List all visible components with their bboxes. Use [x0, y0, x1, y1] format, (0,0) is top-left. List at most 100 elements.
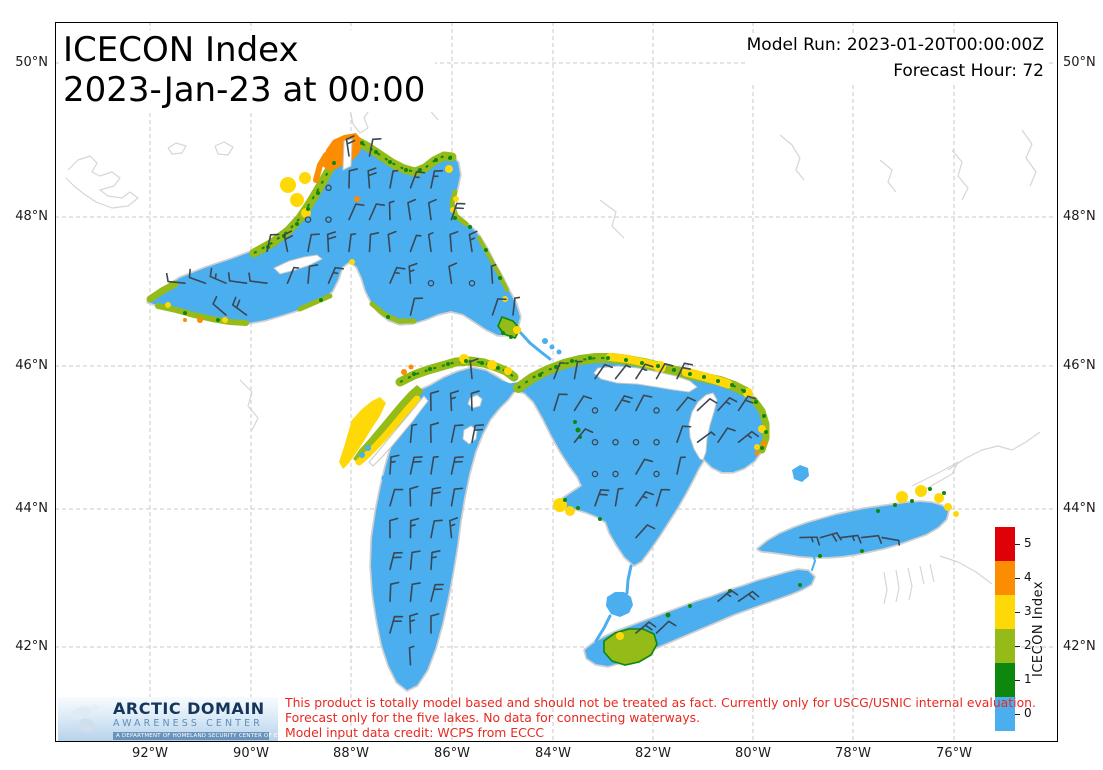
lat-tick-label: 48°N	[15, 209, 48, 224]
ice-speck-green	[484, 248, 488, 252]
wind-barb	[799, 536, 821, 546]
ice-speck-green	[928, 487, 932, 491]
wind-barb	[655, 488, 671, 507]
coastline-detail	[947, 431, 1041, 471]
ice-speck-yellow	[553, 498, 567, 512]
lat-tick-label: 44°N	[15, 501, 48, 516]
ice-speck-green	[893, 503, 897, 507]
ice-speck-green	[418, 168, 422, 172]
lat-tick-label: 50°N	[15, 55, 48, 70]
icecon-colorbar: 5 4 3 2 1 0	[995, 527, 1032, 731]
lon-tick-label: 84°W	[535, 746, 571, 761]
wind-barb	[655, 362, 674, 380]
coastline-detail	[911, 461, 959, 491]
wind-barb	[367, 167, 377, 189]
wind-barb	[388, 200, 395, 221]
coastline-detail	[239, 379, 259, 431]
ice-speck-green	[688, 372, 692, 376]
wind-barb	[409, 485, 419, 507]
wind-barb	[490, 263, 497, 284]
wind-barb	[231, 296, 248, 316]
ice-speck-green	[640, 361, 644, 365]
water-speck	[542, 338, 548, 344]
lake-michigan	[371, 368, 514, 690]
wind-barb	[450, 202, 466, 221]
wind-barb	[696, 431, 716, 443]
coastline-detail	[919, 565, 925, 585]
wind-barb	[427, 232, 434, 253]
ice-speck-yellow	[934, 493, 944, 503]
ice-speck-green	[538, 373, 542, 377]
wind-barb	[326, 231, 337, 253]
calm-wind-circle	[304, 216, 312, 223]
lon-tick-label: 76°W	[936, 746, 972, 761]
ice-speck-green	[860, 549, 864, 553]
wind-barb	[409, 171, 426, 189]
river-channel	[517, 329, 552, 361]
green-bay-ice	[353, 385, 424, 463]
colorbar-tick	[1015, 611, 1020, 613]
calm-wind-circle	[591, 438, 599, 446]
ice-speck-green	[306, 207, 310, 211]
ice-speck-yellow	[349, 259, 355, 265]
wind-barb	[676, 425, 692, 443]
disclaimer-line-2: Forecast only for the five lakes. No dat…	[285, 709, 701, 725]
wind-barb	[573, 360, 583, 380]
wind-barb	[573, 428, 594, 443]
wind-barb	[307, 233, 320, 253]
lon-tick-label: 86°W	[434, 746, 470, 761]
globe-icon	[65, 699, 105, 739]
ice-speck-green	[388, 160, 392, 164]
wind-barb	[409, 517, 420, 539]
wind-barb	[450, 487, 464, 507]
coastline-detail	[879, 159, 897, 193]
ice-patch-olive	[603, 628, 658, 666]
calm-wind-circle	[325, 184, 332, 192]
colorbar-tick	[1015, 577, 1020, 579]
colorbar-tick	[1015, 543, 1020, 545]
disclaimer-text: This product is totally model based and …	[285, 695, 1036, 741]
wind-barb	[407, 198, 417, 221]
ice-speck-green	[360, 141, 364, 145]
wind-barb	[676, 362, 694, 380]
coastline-detail	[883, 571, 888, 605]
wind-barb	[389, 454, 400, 475]
wind-barb	[635, 524, 656, 539]
ice-speck-green	[876, 509, 880, 513]
ice-band-olive	[297, 293, 333, 312]
lon-tick-label: 88°W	[333, 746, 369, 761]
lon-tick-label: 78°W	[835, 746, 871, 761]
page-title: ICECON Index 2023-Jan-23 at 00:00	[61, 30, 436, 113]
ice-speck-green	[702, 375, 706, 379]
ice-speck-green	[496, 366, 500, 370]
lat-tick-label: 42°N	[15, 639, 48, 654]
wind-barb	[819, 532, 842, 542]
wind-barb	[594, 488, 610, 507]
wind-barb	[430, 169, 444, 189]
ice-band-olive	[155, 303, 249, 326]
ice-speck-green	[762, 414, 766, 418]
wind-barb	[635, 458, 654, 475]
coastline-detail	[167, 142, 187, 155]
coastline-detail	[939, 555, 993, 585]
colorbar-tick	[1015, 679, 1020, 681]
wind-barb	[614, 395, 633, 412]
wind-barb	[635, 363, 654, 380]
island-sibley	[342, 138, 353, 171]
ice-speck-green	[818, 554, 822, 558]
ice-speck-green	[498, 276, 502, 280]
wind-barb	[188, 268, 207, 284]
wind-barb	[468, 230, 478, 253]
ice-speck-yellow	[487, 360, 497, 370]
forecast-hour-text: Forecast Hour: 72	[893, 60, 1044, 81]
water-speck	[549, 344, 555, 350]
wind-barb	[389, 615, 404, 634]
lat-tick-label: 48°N	[1063, 209, 1096, 224]
calm-wind-circle	[612, 438, 619, 446]
ice-speck-green	[453, 216, 457, 220]
wind-barb	[368, 203, 386, 221]
colorbar-segment-3	[995, 595, 1015, 629]
water-speck	[556, 349, 562, 355]
wind-barb	[165, 272, 186, 284]
wind-barb	[470, 390, 480, 412]
